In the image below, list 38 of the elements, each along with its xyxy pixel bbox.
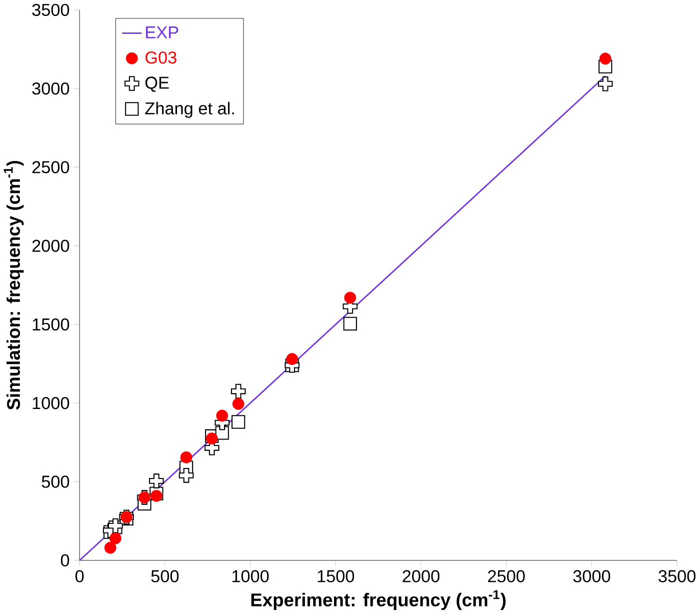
x-tick-label: 3000: [573, 570, 610, 582]
legend-label: Zhang et al.: [145, 102, 234, 118]
x-tick-label: 2000: [402, 570, 440, 582]
x-tick-label: 2500: [488, 570, 525, 582]
point: [109, 532, 122, 544]
point: [598, 76, 613, 92]
y-tick-label: 3000: [32, 82, 70, 95]
x-tick-label: 1500: [318, 570, 354, 582]
y-tick-label: 1000: [32, 397, 70, 410]
point: [180, 451, 192, 464]
x-axis-title: Experiment: frequency (cm$^{-1}$): [251, 590, 506, 610]
y-tick-label: 2000: [32, 240, 70, 252]
x-tick-label: 0: [75, 570, 84, 582]
y-axis-title: Simulation: frequency (cm$^{-1}$): [4, 161, 24, 410]
point: [150, 490, 162, 502]
legend-label: QE: [145, 76, 169, 92]
y-tick-label: 2500: [32, 161, 70, 174]
x-tick-label: 3500: [658, 570, 696, 582]
point: [206, 432, 218, 445]
point: [232, 415, 246, 429]
y-tick-label: 3500: [32, 4, 70, 16]
point: [343, 316, 357, 331]
point: [149, 474, 164, 488]
point: [230, 384, 246, 399]
y-tick-label: 1500: [32, 318, 70, 331]
y-tick-label: 500: [42, 476, 70, 488]
point: [178, 468, 194, 483]
point: [104, 542, 116, 554]
y-tick-label: 0: [60, 554, 70, 567]
x-tick-label: 500: [151, 570, 179, 582]
point: [599, 52, 612, 65]
point: [286, 353, 298, 366]
legend-label: EXP: [146, 26, 178, 38]
point: [344, 292, 356, 304]
x-tick-label: 1000: [232, 570, 269, 582]
point: [232, 398, 244, 410]
legend-label: G03: [146, 52, 176, 64]
point: [216, 410, 228, 422]
